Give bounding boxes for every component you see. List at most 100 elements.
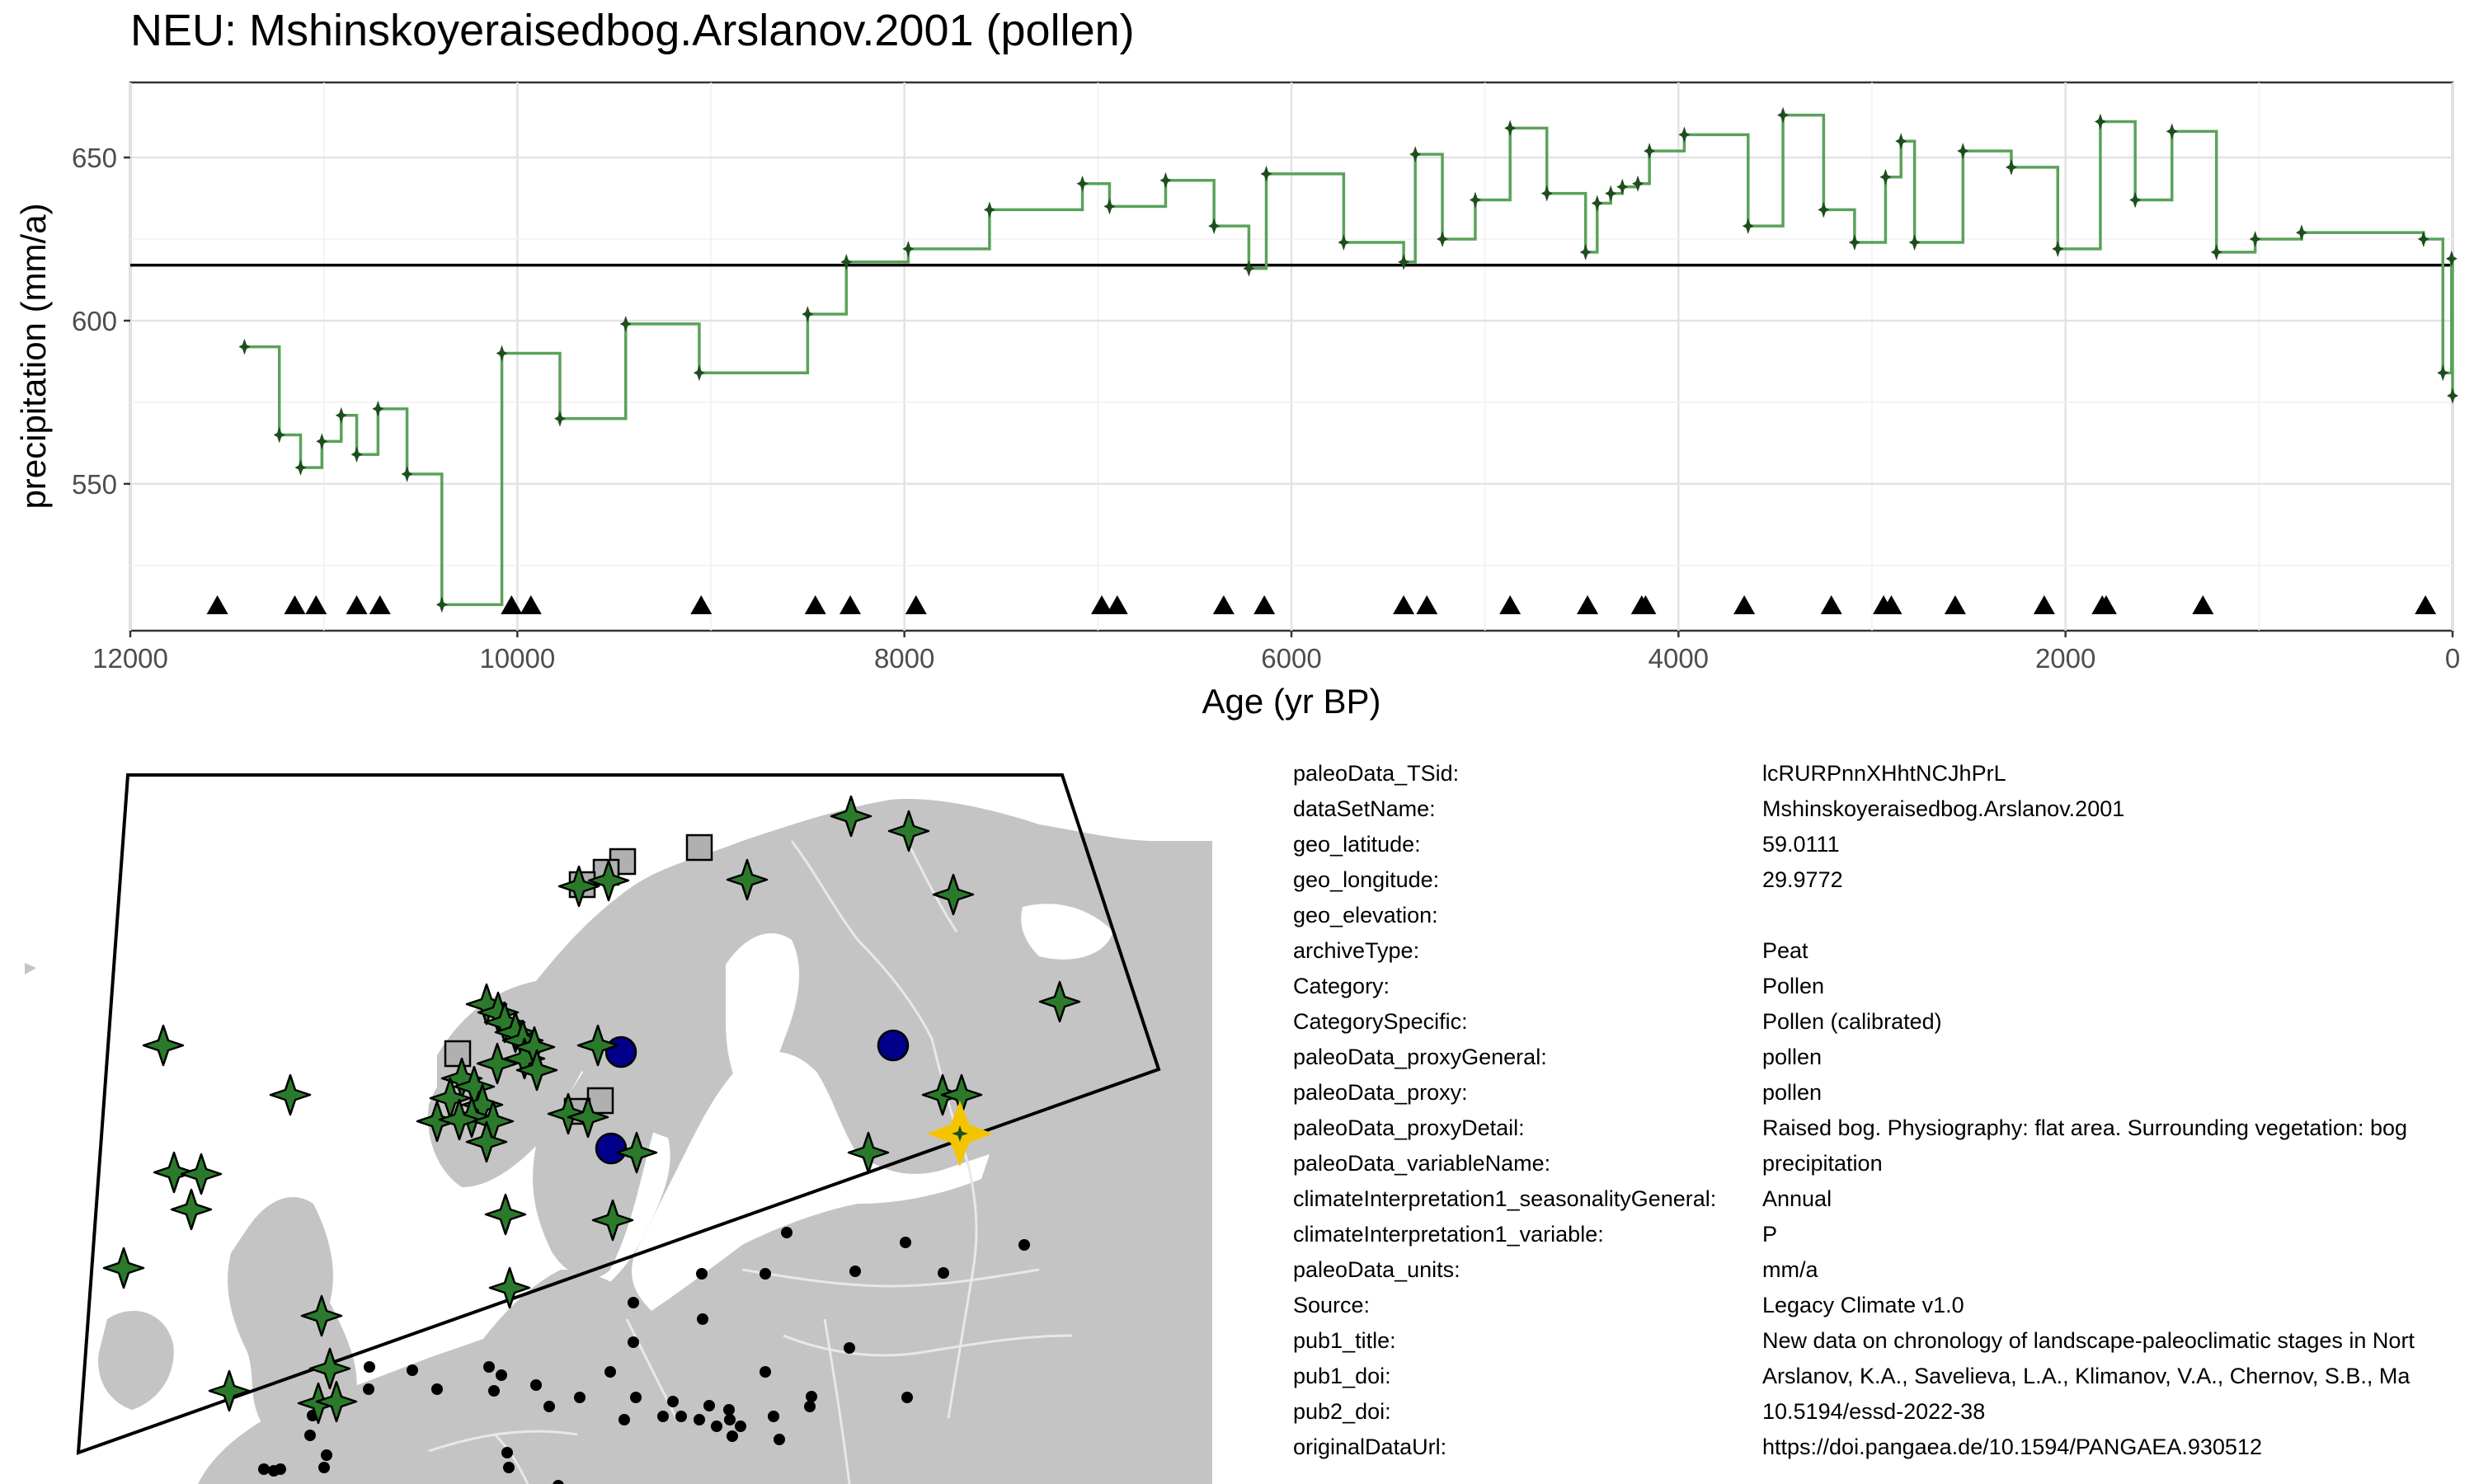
site-dot bbox=[667, 1396, 679, 1407]
site-dot bbox=[806, 1391, 817, 1402]
chronology-markers bbox=[206, 595, 2437, 614]
data-point bbox=[2437, 364, 2449, 382]
metadata-key: paleoData_units: bbox=[1293, 1257, 1460, 1282]
data-point bbox=[1504, 120, 1517, 137]
chart-title: NEU: Mshinskoyeraisedbog.Arslanov.2001 (… bbox=[130, 6, 1135, 55]
site-star bbox=[488, 1266, 531, 1309]
site-dot bbox=[781, 1227, 793, 1238]
metadata-key: paleoData_proxyDetail: bbox=[1293, 1115, 1525, 1140]
selected-site-center bbox=[952, 1125, 968, 1142]
site-dot bbox=[804, 1401, 816, 1412]
data-point bbox=[435, 596, 448, 613]
metadata-value: Mshinskoyeraisedbog.Arslanov.2001 bbox=[1762, 796, 2125, 821]
data-point bbox=[2005, 158, 2017, 176]
data-point bbox=[1260, 165, 1272, 182]
x-tick-label: 8000 bbox=[874, 643, 934, 674]
selected-site-marker bbox=[926, 1100, 994, 1167]
map-star-markers bbox=[102, 795, 1081, 1425]
metadata-value: pollen bbox=[1762, 1045, 1823, 1069]
site-dot bbox=[543, 1401, 555, 1412]
site-dot bbox=[900, 1237, 911, 1248]
site-star bbox=[484, 1193, 527, 1236]
data-point bbox=[1243, 260, 1255, 277]
site-star bbox=[887, 810, 930, 852]
chronology-marker bbox=[346, 595, 368, 614]
chronology-marker bbox=[1212, 595, 1235, 614]
data-point bbox=[2447, 387, 2458, 404]
y-tick-label: 650 bbox=[72, 143, 117, 173]
site-dot bbox=[711, 1421, 722, 1432]
data-point bbox=[2210, 243, 2222, 261]
metadata-value: https://doi.pangaea.de/10.1594/PANGAEA.9… bbox=[1762, 1435, 2262, 1459]
chronology-marker bbox=[804, 595, 826, 614]
chronology-marker bbox=[1106, 595, 1128, 614]
metadata-key: Source: bbox=[1293, 1293, 1371, 1317]
site-dot bbox=[258, 1463, 270, 1475]
metadata-key: Category: bbox=[1293, 974, 1390, 998]
site-star bbox=[300, 1294, 343, 1337]
data-point bbox=[802, 306, 814, 323]
metadata-key: geo_elevation: bbox=[1293, 903, 1438, 928]
site-dot bbox=[1018, 1239, 1030, 1251]
chronology-marker bbox=[501, 595, 523, 614]
data-point bbox=[1398, 253, 1410, 270]
data-point bbox=[496, 345, 508, 362]
metadata-key: pub1_doi: bbox=[1293, 1364, 1391, 1388]
x-tick-label: 6000 bbox=[1261, 643, 1321, 674]
chronology-marker bbox=[1820, 595, 1842, 614]
site-map bbox=[25, 773, 1212, 1484]
site-star bbox=[465, 1120, 508, 1163]
metadata-value: lcRURPnnXHhtNCJhPrL bbox=[1762, 761, 2006, 786]
data-point bbox=[2445, 250, 2458, 267]
metadata-value: New data on chronology of landscape-pale… bbox=[1762, 1328, 2415, 1353]
site-star bbox=[932, 873, 975, 916]
site-star bbox=[587, 859, 630, 902]
data-point bbox=[840, 253, 853, 270]
chronology-marker bbox=[690, 595, 713, 614]
site-star bbox=[726, 858, 769, 901]
site-dot bbox=[696, 1268, 708, 1280]
metadata-key: paleoData_variableName: bbox=[1293, 1151, 1551, 1176]
site-dot bbox=[628, 1297, 639, 1308]
metadata-value: P bbox=[1762, 1222, 1778, 1247]
site-square bbox=[444, 1040, 472, 1068]
site-star bbox=[557, 865, 600, 908]
chronology-marker bbox=[206, 595, 228, 614]
site-dot bbox=[318, 1462, 330, 1473]
metadata-value: Pollen bbox=[1762, 974, 1825, 998]
data-point bbox=[1605, 185, 1617, 202]
data-point bbox=[1678, 126, 1691, 143]
data-point bbox=[1616, 178, 1629, 195]
metadata-key: pub2_doi: bbox=[1293, 1399, 1391, 1424]
data-point bbox=[1848, 233, 1860, 251]
metadata-value: Peat bbox=[1762, 938, 1808, 963]
site-star bbox=[830, 795, 872, 838]
precipitation-chart: 12000 10000 8000 6000 4000 2000 0 550 600 650 Age… bbox=[14, 81, 2460, 721]
y-axis-label: precipitation (mm/a) bbox=[14, 203, 53, 509]
site-dot bbox=[501, 1447, 513, 1458]
y-tick-label: 550 bbox=[72, 469, 117, 500]
series-markers bbox=[238, 106, 2458, 613]
site-dot bbox=[364, 1361, 375, 1373]
data-point bbox=[2249, 231, 2261, 247]
data-point bbox=[1579, 243, 1592, 261]
site-dot bbox=[275, 1463, 286, 1475]
site-dot bbox=[321, 1449, 332, 1461]
data-point bbox=[401, 466, 413, 482]
metadata-value: Arslanov, K.A., Savelieva, L.A., Klimano… bbox=[1762, 1364, 2411, 1388]
metadata-value: Raised bog. Physiography: flat area. Sur… bbox=[1762, 1115, 2408, 1140]
chronology-marker bbox=[2415, 595, 2437, 614]
site-star bbox=[438, 1098, 481, 1141]
site-dot bbox=[618, 1414, 630, 1425]
chronology-marker bbox=[284, 595, 306, 614]
data-point bbox=[553, 410, 566, 427]
data-point bbox=[1409, 146, 1422, 163]
metadata-key: geo_longitude: bbox=[1293, 867, 1440, 892]
site-dot bbox=[574, 1392, 586, 1403]
site-star bbox=[1038, 980, 1081, 1023]
site-dot bbox=[553, 1480, 564, 1484]
site-circle bbox=[604, 1036, 637, 1068]
site-circle bbox=[595, 1132, 628, 1165]
data-point bbox=[983, 201, 995, 218]
site-star bbox=[476, 1042, 519, 1085]
